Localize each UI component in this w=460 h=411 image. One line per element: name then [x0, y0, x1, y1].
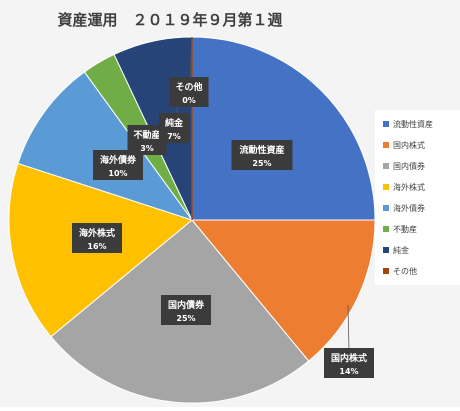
data-label-category: 流動性資産 — [239, 144, 284, 156]
data-label-8: その他 0% — [169, 77, 209, 107]
data-label-value: 7% — [167, 132, 181, 141]
legend-label-3: 国内債券 — [393, 161, 425, 171]
data-label-category: 国内債券 — [168, 299, 205, 311]
legend-label-1: 流動性資産 — [393, 119, 433, 129]
pie-slice-1 — [191, 36, 376, 221]
legend-swatch-6 — [383, 226, 389, 232]
data-label-box — [161, 295, 211, 325]
data-label-7: 純金 7% — [159, 113, 189, 143]
chart-title: 資産運用 ２０１９年９月第１週 — [57, 11, 282, 29]
data-label-value: 0% — [182, 96, 196, 105]
data-label-category: その他 — [175, 81, 202, 93]
legend-label-4: 海外株式 — [393, 182, 425, 192]
legend-swatch-4 — [383, 184, 389, 190]
data-label-2: 国内株式 14% — [324, 348, 374, 378]
data-label-category: 海外債券 — [100, 154, 137, 166]
data-label-category: 純金 — [165, 117, 184, 129]
legend-label-6: 不動産 — [393, 224, 417, 234]
data-label-box — [231, 140, 293, 170]
legend-background — [375, 110, 460, 285]
legend-swatch-5 — [383, 205, 389, 211]
data-label-3: 国内債券 25% — [161, 295, 211, 325]
data-label-value: 3% — [140, 144, 154, 153]
legend-swatch-1 — [383, 121, 389, 127]
legend-label-7: 純金 — [393, 245, 409, 255]
legend-label-8: その他 — [393, 266, 417, 276]
legend-label-2: 国内株式 — [393, 140, 425, 150]
data-label-box — [159, 113, 189, 143]
data-label-value: 25% — [176, 314, 195, 323]
data-label-1: 流動性資産 25% — [231, 140, 293, 170]
data-label-category: 国内株式 — [331, 352, 367, 364]
data-label-category: 海外株式 — [79, 227, 115, 239]
legend-label-5: 海外債券 — [393, 203, 425, 213]
pie-slice-2 — [190, 219, 376, 362]
data-label-value: 14% — [339, 367, 358, 376]
data-label-box — [324, 348, 374, 378]
legend-swatch-8 — [383, 268, 389, 274]
data-label-box — [169, 77, 209, 107]
data-labels: 流動性資産 25% 国内株式 14% 国内債券 25% 海外株式 16% 海外債券 10% 不動産 3… — [72, 77, 374, 378]
leader-line-2 — [347, 304, 350, 351]
pie-slice-5 — [17, 71, 194, 221]
data-label-box — [72, 223, 122, 253]
data-label-value: 16% — [87, 242, 106, 251]
data-label-4: 海外株式 16% — [72, 223, 122, 253]
data-label-value: 25% — [252, 159, 271, 168]
legend-swatch-3 — [383, 163, 389, 169]
data-label-category: 不動産 — [133, 129, 160, 141]
legend-swatch-2 — [383, 142, 389, 148]
data-label-value: 10% — [108, 169, 127, 178]
legend-swatch-7 — [383, 247, 389, 253]
leader-line-8 — [189, 37, 193, 81]
